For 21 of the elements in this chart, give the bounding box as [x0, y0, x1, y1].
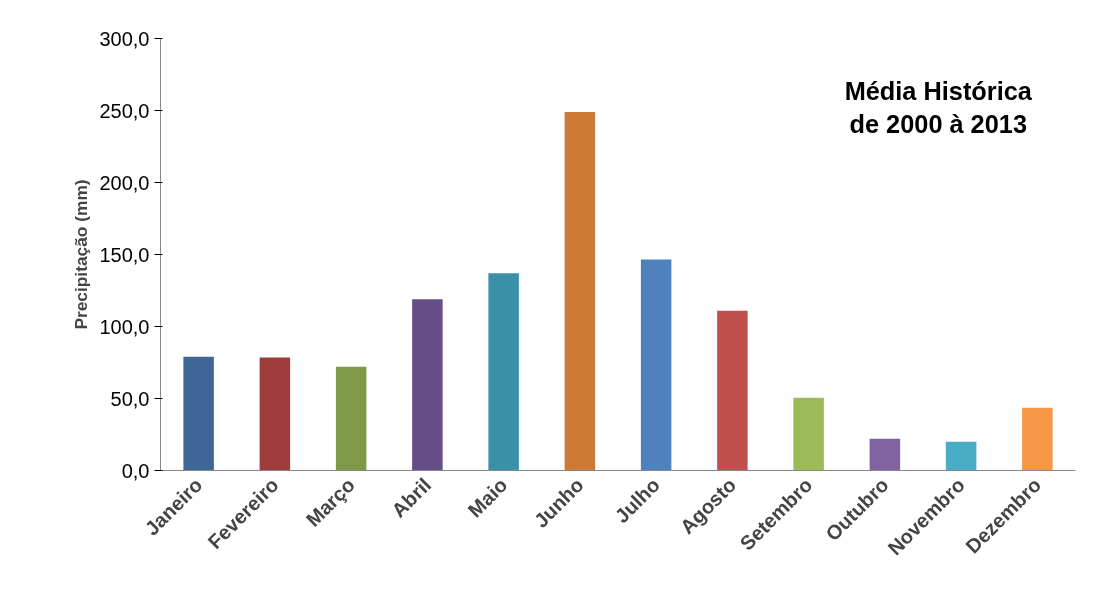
y-tick-label: 50,0: [110, 387, 150, 410]
y-tick-label: 300,0: [99, 27, 150, 50]
bar: [259, 357, 291, 471]
bar: [640, 259, 672, 471]
bar: [945, 441, 977, 471]
bar: [488, 273, 519, 471]
bar: [564, 111, 596, 471]
y-tick-label: 0,0: [121, 459, 150, 482]
y-tick-label: 150,0: [99, 243, 150, 266]
bar: [793, 397, 824, 471]
bar: [183, 356, 214, 471]
y-axis-title: Precipitação (mm): [71, 179, 92, 330]
y-tick-label: 250,0: [99, 99, 150, 122]
y-tick-label: 100,0: [99, 315, 150, 338]
bar: [717, 310, 748, 471]
bar: [1022, 407, 1053, 471]
y-tick-label: 200,0: [99, 171, 150, 194]
annotation: Média Histórica de 2000 à 2013: [844, 76, 1033, 139]
bar: [869, 438, 901, 471]
bar: [335, 366, 367, 471]
bar: [412, 299, 443, 471]
